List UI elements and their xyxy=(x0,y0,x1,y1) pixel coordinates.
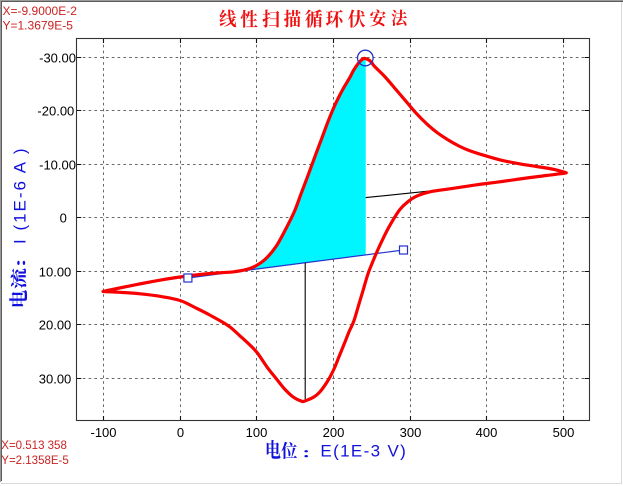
svg-text:-10.00: -10.00 xyxy=(39,157,76,172)
svg-text:-100: -100 xyxy=(90,425,116,440)
svg-text:500: 500 xyxy=(553,425,575,440)
svg-text:Y=2.1358E-5: Y=2.1358E-5 xyxy=(1,455,68,467)
svg-text:10.00: 10.00 xyxy=(39,264,72,279)
svg-text:400: 400 xyxy=(476,425,498,440)
svg-text:200: 200 xyxy=(323,425,345,440)
svg-text:I (1E-6 A ): I (1E-6 A ) xyxy=(10,146,29,244)
svg-text:20.00: 20.00 xyxy=(39,317,72,332)
svg-text:-20.00: -20.00 xyxy=(37,103,74,118)
svg-text:Y=1.3679E-5: Y=1.3679E-5 xyxy=(3,18,74,32)
svg-text:X=0.513 358: X=0.513 358 xyxy=(1,440,67,452)
svg-text:0: 0 xyxy=(60,210,67,225)
svg-text:0: 0 xyxy=(177,425,184,440)
svg-text:30.00: 30.00 xyxy=(39,371,72,386)
svg-text:X=-9.9000E-2: X=-9.9000E-2 xyxy=(3,4,78,18)
svg-text:300: 300 xyxy=(400,425,422,440)
svg-text:-30.00: -30.00 xyxy=(39,50,76,65)
svg-text:100: 100 xyxy=(246,425,268,440)
svg-text:E(1E-3 V): E(1E-3 V) xyxy=(320,441,407,460)
